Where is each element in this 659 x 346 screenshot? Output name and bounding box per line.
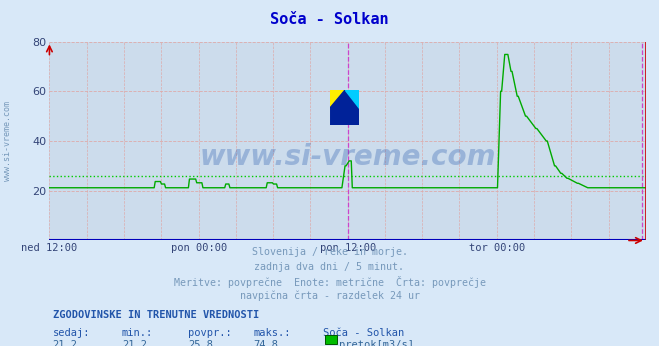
Polygon shape: [330, 91, 359, 125]
Text: www.si-vreme.com: www.si-vreme.com: [200, 143, 496, 171]
Text: navpična črta - razdelek 24 ur: navpična črta - razdelek 24 ur: [239, 291, 420, 301]
Text: zadnja dva dni / 5 minut.: zadnja dva dni / 5 minut.: [254, 262, 405, 272]
Text: Slovenija / reke in morje.: Slovenija / reke in morje.: [252, 247, 407, 257]
Text: min.:: min.:: [122, 328, 153, 338]
Text: Meritve: povprečne  Enote: metrične  Črta: povprečje: Meritve: povprečne Enote: metrične Črta:…: [173, 276, 486, 289]
Text: 25,8: 25,8: [188, 340, 213, 346]
Text: Soča - Solkan: Soča - Solkan: [270, 12, 389, 27]
Text: ZGODOVINSKE IN TRENUTNE VREDNOSTI: ZGODOVINSKE IN TRENUTNE VREDNOSTI: [53, 310, 259, 320]
Polygon shape: [330, 91, 345, 108]
Text: pretok[m3/s]: pretok[m3/s]: [339, 340, 415, 346]
Text: 74,8: 74,8: [254, 340, 279, 346]
Text: sedaj:: sedaj:: [53, 328, 90, 338]
Text: 21,2: 21,2: [53, 340, 78, 346]
Polygon shape: [345, 91, 359, 108]
Polygon shape: [345, 91, 359, 108]
Text: povpr.:: povpr.:: [188, 328, 231, 338]
Text: Soča - Solkan: Soča - Solkan: [323, 328, 404, 338]
Text: maks.:: maks.:: [254, 328, 291, 338]
Text: 21,2: 21,2: [122, 340, 147, 346]
Text: www.si-vreme.com: www.si-vreme.com: [3, 101, 12, 181]
